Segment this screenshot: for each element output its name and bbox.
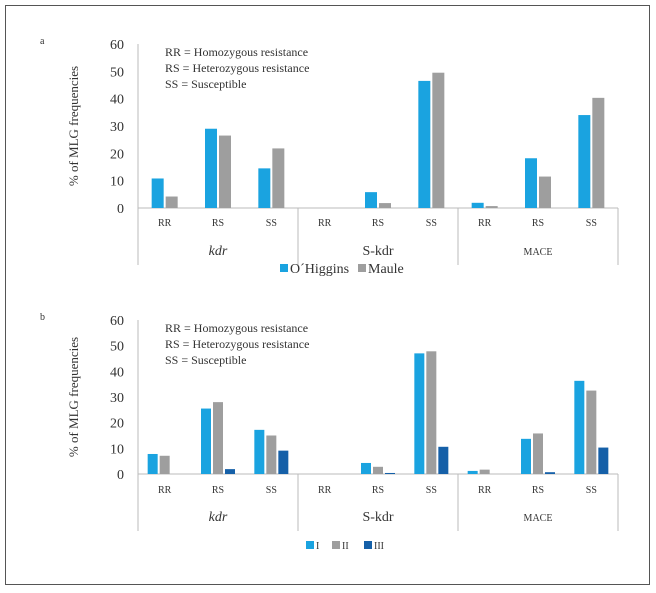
y-tick-label: 50 xyxy=(110,65,124,80)
annotation-text: RS = Heterozygous resistance xyxy=(165,337,309,351)
bar-maule-kdr-ss xyxy=(272,148,285,208)
annotation-text: RR = Homozygous resistance xyxy=(165,45,308,59)
x-category-label: SS xyxy=(426,218,437,229)
bar-iii-kdr-ss xyxy=(278,450,289,474)
legend-swatch xyxy=(364,541,372,549)
x-category-label: RR xyxy=(478,485,492,496)
x-category-label: RR xyxy=(478,218,492,229)
y-tick-label: 40 xyxy=(110,365,124,380)
bar-i-mace-rr xyxy=(467,470,478,474)
annotation-text: SS = Susceptible xyxy=(165,353,246,367)
bar-ohiggins-mace-rr xyxy=(471,202,484,208)
bar-ii-kdr-rs xyxy=(213,402,223,474)
x-category-label: RS xyxy=(212,485,224,496)
x-group-label: MACE xyxy=(524,513,553,524)
y-tick-label: 30 xyxy=(110,391,124,406)
bar-maule-mace-ss xyxy=(592,97,605,208)
x-group-label: MACE xyxy=(524,247,553,258)
bar-maule-s-kdr-rs xyxy=(379,203,391,208)
bar-ohiggins-s-kdr-ss xyxy=(418,80,431,208)
x-group-label: S-kdr xyxy=(362,244,393,259)
legend-swatch xyxy=(306,541,314,549)
legend-swatch xyxy=(280,264,288,272)
y-axis-title: % of MLG frequencies xyxy=(66,337,81,457)
bar-ii-s-kdr-rs xyxy=(373,466,383,474)
x-category-label: RS xyxy=(212,218,224,229)
y-tick-label: 30 xyxy=(110,120,124,135)
y-tick-label: 0 xyxy=(117,202,124,217)
legend-label: II xyxy=(342,541,349,552)
x-category-label: SS xyxy=(426,485,437,496)
x-category-label: SS xyxy=(586,218,597,229)
x-category-label: RS xyxy=(532,485,544,496)
bar-ohiggins-kdr-rr xyxy=(151,178,164,208)
bar-maule-kdr-rr xyxy=(165,196,178,208)
x-category-label: RR xyxy=(318,485,332,496)
x-category-label: SS xyxy=(266,218,277,229)
legend-label: O´Higgins xyxy=(290,262,349,277)
x-category-label: RR xyxy=(318,218,332,229)
x-group-label: kdr xyxy=(209,244,228,259)
y-tick-label: 40 xyxy=(110,93,124,108)
x-category-label: RR xyxy=(158,218,172,229)
x-category-label: SS xyxy=(586,485,597,496)
y-tick-label: 60 xyxy=(110,38,124,53)
bar-i-kdr-rs xyxy=(201,408,211,474)
y-tick-label: 50 xyxy=(110,340,124,355)
legend-swatch xyxy=(332,541,340,549)
bar-iii-s-kdr-rs xyxy=(385,472,395,474)
y-tick-label: 20 xyxy=(110,147,124,162)
legend-swatch xyxy=(358,264,366,272)
x-category-label: SS xyxy=(266,485,277,496)
panel-label: a xyxy=(40,36,45,47)
bar-maule-mace-rs xyxy=(539,176,551,208)
legend-label: I xyxy=(316,541,319,552)
x-category-label: RS xyxy=(372,485,384,496)
bar-ii-mace-rs xyxy=(533,433,543,474)
x-category-label: RS xyxy=(372,218,384,229)
bar-ii-kdr-ss xyxy=(266,435,277,474)
y-tick-label: 10 xyxy=(110,442,124,457)
annotation-text: RS = Heterozygous resistance xyxy=(165,61,309,75)
bar-ohiggins-kdr-ss xyxy=(258,168,271,208)
legend-label: III xyxy=(374,541,384,552)
panel-label: b xyxy=(40,312,45,323)
y-tick-label: 0 xyxy=(117,468,124,483)
y-tick-label: 10 xyxy=(110,175,124,190)
annotation-text: RR = Homozygous resistance xyxy=(165,321,308,335)
legend-label: Maule xyxy=(368,262,404,277)
bar-i-kdr-ss xyxy=(254,429,265,474)
x-group-label: S-kdr xyxy=(362,510,393,525)
x-category-label: RS xyxy=(532,218,544,229)
bar-i-kdr-rr xyxy=(147,453,158,474)
bar-iii-kdr-rs xyxy=(225,469,235,474)
bar-maule-s-kdr-ss xyxy=(432,72,445,208)
x-group-label: kdr xyxy=(209,510,228,525)
y-tick-label: 20 xyxy=(110,417,124,432)
y-tick-label: 60 xyxy=(110,314,124,329)
bar-ohiggins-kdr-rs xyxy=(205,128,217,208)
bar-iii-mace-rs xyxy=(545,472,555,474)
bar-ii-mace-rr xyxy=(479,469,490,474)
bar-ii-mace-ss xyxy=(586,390,597,474)
bar-i-mace-ss xyxy=(574,380,585,474)
bar-i-s-kdr-rs xyxy=(361,462,371,474)
bar-ii-kdr-rr xyxy=(159,455,170,474)
annotation-text: SS = Susceptible xyxy=(165,77,246,91)
bar-ii-s-kdr-ss xyxy=(426,351,437,474)
x-category-label: RR xyxy=(158,485,172,496)
bar-ohiggins-mace-ss xyxy=(578,115,591,208)
bar-maule-kdr-rs xyxy=(219,135,231,208)
bar-ohiggins-s-kdr-rs xyxy=(365,192,377,208)
bar-i-s-kdr-ss xyxy=(414,353,425,474)
figure-frame xyxy=(5,5,650,585)
bar-iii-s-kdr-ss xyxy=(438,446,449,474)
bar-i-mace-rs xyxy=(521,438,531,474)
bar-ohiggins-mace-rs xyxy=(525,158,537,208)
bar-maule-mace-rr xyxy=(485,206,498,208)
bar-iii-mace-ss xyxy=(598,447,609,474)
y-axis-title: % of MLG frequencies xyxy=(66,66,81,186)
